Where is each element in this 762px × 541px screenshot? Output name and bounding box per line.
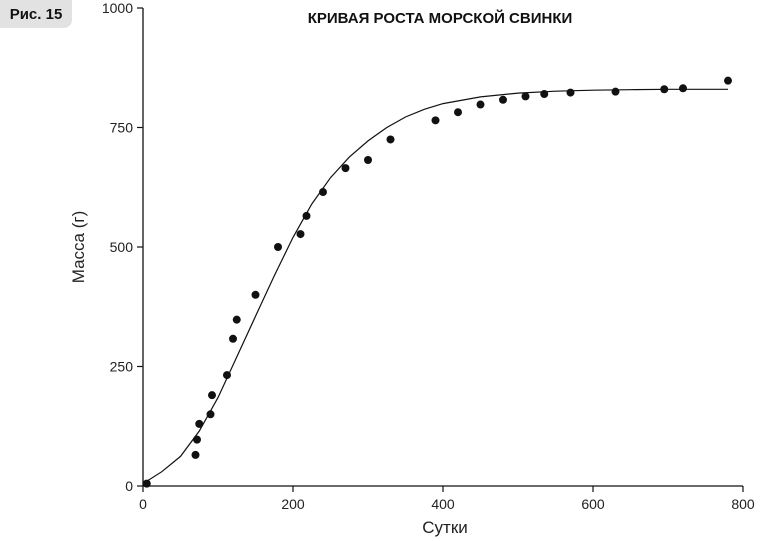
axes: 0 250 500 750 1000 0 200 400 600 800	[102, 0, 755, 512]
x-axis-label: Сутки	[422, 518, 468, 537]
y-tick-label: 500	[110, 239, 134, 255]
data-point	[229, 334, 237, 343]
fit-curve	[142, 88, 728, 485]
data-point	[364, 156, 372, 165]
data-point	[232, 315, 241, 324]
data-point	[566, 88, 575, 97]
data-point	[191, 450, 200, 459]
data-point	[208, 391, 216, 400]
data-point	[319, 188, 327, 197]
data-point	[611, 87, 620, 96]
chart-title: КРИВАЯ РОСТА МОРСКОЙ СВИНКИ	[308, 9, 573, 27]
data-point	[206, 410, 215, 419]
data-point	[540, 90, 549, 99]
x-tick-label: 600	[581, 496, 605, 512]
data-points	[142, 76, 732, 488]
x-tick-label: 0	[139, 496, 147, 512]
y-tick-label: 0	[125, 478, 133, 494]
x-tick-label: 200	[281, 496, 305, 512]
data-point	[302, 211, 311, 220]
data-point	[499, 95, 507, 104]
data-point	[679, 84, 687, 93]
data-point	[341, 164, 350, 173]
y-axis-label: Масса (г)	[69, 211, 88, 284]
data-point	[454, 108, 462, 117]
data-point	[431, 116, 440, 125]
data-point	[476, 100, 485, 109]
y-tick-label: 750	[110, 120, 134, 136]
figure-badge: Рис. 15	[0, 0, 72, 28]
data-point	[521, 92, 530, 101]
data-point	[724, 76, 732, 85]
data-point	[142, 479, 151, 488]
y-tick-label: 1000	[102, 0, 133, 16]
y-tick-label: 250	[110, 359, 134, 375]
data-point	[193, 435, 201, 444]
data-point	[251, 290, 260, 299]
data-point	[274, 243, 282, 251]
x-tick-label: 800	[731, 496, 755, 512]
data-point	[223, 371, 231, 380]
data-point	[195, 419, 204, 428]
x-tick-label: 400	[431, 496, 455, 512]
data-point	[296, 230, 305, 239]
data-point	[386, 135, 395, 144]
data-point	[660, 85, 669, 94]
